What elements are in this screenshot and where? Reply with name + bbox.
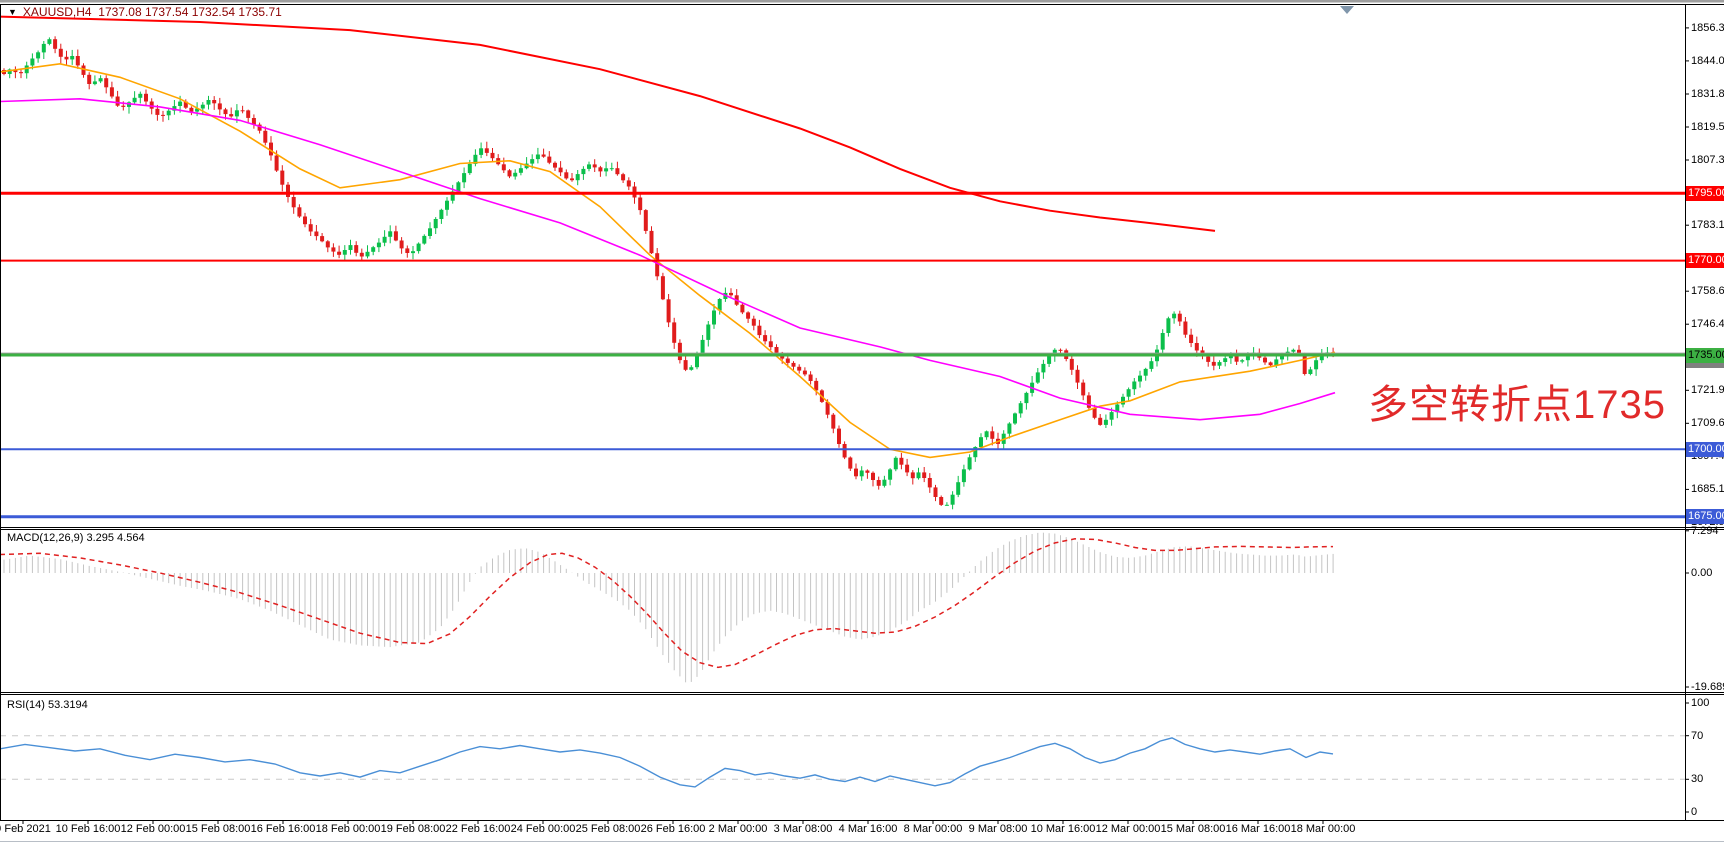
chart-title: ▼ XAUUSD,H4 1737.08 1737.54 1732.54 1735.…	[8, 5, 282, 19]
ma-red-line	[0, 15, 1216, 232]
symbol-dropdown-icon[interactable]: ▼	[8, 7, 17, 17]
candles-layer	[2, 36, 1336, 510]
rsi-line	[0, 737, 1334, 788]
chart-shift-icon[interactable]	[1340, 6, 1354, 14]
ma-orange-line	[0, 62, 1336, 459]
axis-ticks	[22, 27, 1689, 824]
macd-signal-line	[0, 538, 1334, 669]
chart-annotation-text[interactable]: 多空转折点1735	[1368, 383, 1666, 427]
macd-indicator-label: MACD(12,26,9) 3.295 4.564	[7, 532, 145, 544]
macd-histogram	[3, 532, 1334, 683]
chart-ohlc-values: 1737.08 1737.54 1732.54 1735.71	[98, 5, 282, 19]
rsi-indicator-label: RSI(14) 53.3194	[7, 699, 88, 711]
ma-magenta-line	[0, 97, 1336, 421]
chart-symbol: XAUUSD,H4	[22, 5, 92, 19]
